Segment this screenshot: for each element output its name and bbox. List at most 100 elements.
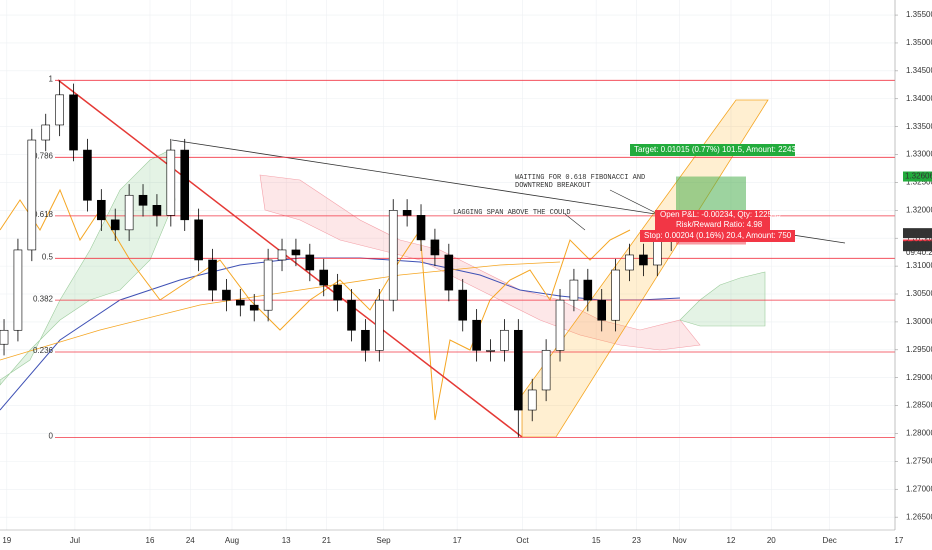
x-tick-label: Sep bbox=[376, 536, 391, 545]
candle-body bbox=[597, 299, 607, 321]
target-label: Target: 0.01015 (0.77%) 101.5, Amount: 2… bbox=[634, 145, 808, 154]
y-tick-label: 1.34000 bbox=[906, 94, 932, 103]
fib-label: 1 bbox=[49, 74, 54, 83]
candle-body bbox=[180, 149, 190, 221]
candle-body bbox=[291, 249, 301, 256]
candle-body bbox=[13, 249, 23, 331]
y-tick-label: 1.33500 bbox=[906, 122, 932, 131]
y-tick-label: 1.26500 bbox=[906, 512, 932, 521]
y-tick-label: 1.32500 bbox=[906, 178, 932, 187]
ratio-label: Risk/Reward Ratio: 4.98 bbox=[676, 220, 763, 229]
candle-body bbox=[0, 329, 9, 345]
stop-label-bg bbox=[640, 230, 795, 242]
x-tick-label: 21 bbox=[322, 536, 331, 545]
y-tick-label: 1.29000 bbox=[906, 373, 932, 382]
fib-label: 0.236 bbox=[33, 346, 54, 355]
candle-body bbox=[97, 199, 106, 221]
price-tag: 1.31591 bbox=[905, 228, 932, 237]
candle-body bbox=[249, 304, 259, 311]
y-tick-label: 1.29500 bbox=[906, 345, 932, 354]
y-tick-label: 1.32000 bbox=[906, 205, 932, 214]
candle-body bbox=[472, 319, 481, 351]
candle-body bbox=[500, 329, 509, 351]
candle-body bbox=[305, 254, 315, 271]
pnl-label: Open P&L: -0.00234, Qty: 122549 bbox=[660, 210, 782, 219]
candle-body bbox=[458, 289, 468, 321]
candle-body bbox=[41, 124, 51, 141]
candle-body bbox=[236, 299, 245, 306]
candle-body bbox=[375, 299, 384, 351]
arrow bbox=[564, 213, 586, 231]
candle-body bbox=[55, 94, 64, 126]
y-tick-label: 1.27500 bbox=[906, 456, 932, 465]
candle-body bbox=[430, 239, 440, 256]
y-tick-label: 1.35000 bbox=[906, 38, 932, 47]
moving-average bbox=[0, 261, 561, 361]
price-tag-bg bbox=[903, 241, 932, 252]
candle-body bbox=[555, 299, 565, 351]
x-tick-label: 19 bbox=[2, 536, 11, 545]
candle-body bbox=[486, 350, 495, 352]
candle-body bbox=[319, 269, 329, 286]
timer: 09:40:28 bbox=[906, 248, 932, 257]
candle-body bbox=[27, 139, 37, 251]
arrow bbox=[609, 189, 661, 216]
x-tick-label: Dec bbox=[823, 536, 837, 545]
x-tick-label: 17 bbox=[894, 536, 903, 545]
candle-body bbox=[361, 329, 370, 351]
candle-body bbox=[653, 239, 662, 266]
candle-body bbox=[152, 205, 162, 216]
candle-body bbox=[138, 194, 148, 206]
y-tick-label: 1.35500 bbox=[906, 10, 932, 19]
x-tick-label: Aug bbox=[225, 536, 239, 545]
candle-body bbox=[514, 329, 523, 411]
x-tick-label: Jul bbox=[70, 536, 80, 545]
y-tick-label: 1.27000 bbox=[906, 484, 932, 493]
cloud bbox=[259, 174, 701, 351]
candle-body bbox=[110, 219, 120, 231]
y-tick-label: 1.33000 bbox=[906, 150, 932, 159]
candle-body bbox=[124, 194, 134, 231]
y-tick-label: 1.30000 bbox=[906, 317, 932, 326]
x-tick-label: 13 bbox=[282, 536, 291, 545]
x-tick-label: 12 bbox=[727, 536, 736, 545]
x-tick-label: Nov bbox=[672, 536, 686, 545]
candle-body bbox=[444, 254, 454, 291]
x-tick-label: 15 bbox=[592, 536, 601, 545]
candle-body bbox=[347, 299, 356, 331]
y-tick-label: 1.28500 bbox=[906, 401, 932, 410]
annotation: WAITING FOR 0.618 FIBONACCI AND bbox=[515, 174, 645, 182]
candle-body bbox=[416, 215, 426, 241]
price-tag-bg bbox=[903, 171, 932, 182]
candle-body bbox=[569, 279, 579, 301]
y-tick-label: 1.30500 bbox=[906, 289, 932, 298]
candle-body bbox=[388, 210, 398, 301]
candle-body bbox=[208, 259, 217, 291]
fibonacci: 1 0.786 0.618 0.5 0.382 0.236 0 bbox=[33, 74, 895, 440]
cloud bbox=[679, 271, 766, 327]
stop-label: Stop: 0.00204 (0.16%) 20.4, Amount: 750 bbox=[644, 231, 792, 240]
x-tick-label: 16 bbox=[146, 536, 155, 545]
candle-body bbox=[166, 149, 176, 216]
x-tick-label: 23 bbox=[632, 536, 641, 545]
y-tick-label: 1.34500 bbox=[906, 66, 932, 75]
candle-body bbox=[333, 284, 342, 301]
price-tag: 1.32606 bbox=[905, 172, 932, 181]
y-tick-label: 1.28000 bbox=[906, 429, 932, 438]
candle-body bbox=[83, 149, 92, 201]
pnl-label-bg bbox=[655, 210, 770, 230]
y-tick-label: 1.31000 bbox=[906, 261, 932, 270]
x-tick-label: Oct bbox=[516, 536, 529, 545]
candle-body bbox=[222, 289, 231, 301]
candle-body bbox=[583, 279, 593, 301]
fib-label: 0.618 bbox=[33, 210, 54, 219]
candle-body bbox=[541, 350, 551, 391]
candle-body bbox=[527, 389, 537, 411]
fib-label: 0.5 bbox=[42, 252, 54, 261]
annotation: DOWNTREND BREAKOUT bbox=[515, 182, 591, 190]
price-tag-bg bbox=[903, 228, 932, 239]
candle-body bbox=[402, 210, 412, 216]
lagging-span bbox=[0, 188, 631, 421]
candle-body bbox=[611, 269, 620, 321]
